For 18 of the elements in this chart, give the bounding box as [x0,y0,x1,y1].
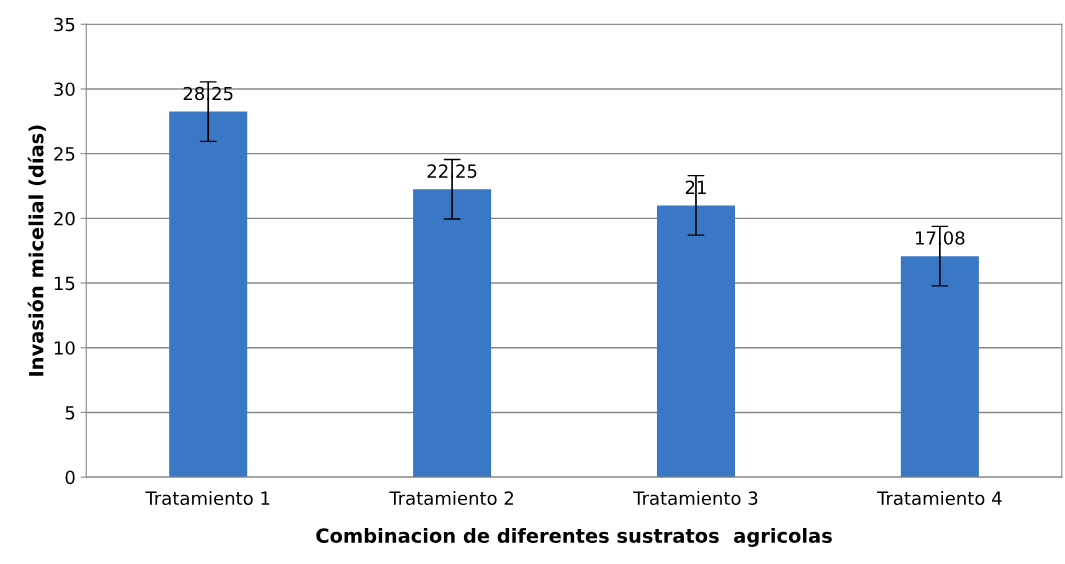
y-tick-label: 10 [54,341,75,355]
x-tick-label: Tratamiento 1 [145,491,270,506]
y-tick-label: 0 [65,470,75,485]
x-tick-label: Tratamiento 2 [389,491,514,506]
y-tick-label: 15 [54,276,75,291]
x-tick-label: Tratamiento 4 [877,491,1002,506]
y-tick-label: 30 [54,82,75,97]
x-tick-label: Tratamiento 3 [633,491,758,506]
y-tick-label: 35 [54,17,75,32]
y-tick-label: 20 [54,211,75,226]
y-axis-title: Invasión micelial (días) [27,125,46,376]
bar [656,205,735,478]
y-tick-label: 25 [54,147,75,161]
bar [900,256,979,478]
bar [169,111,248,478]
x-axis-title: Combinacion de diferentes sustratos agricolas [316,527,832,547]
bar [413,189,492,478]
y-tick-label: 5 [65,406,75,420]
